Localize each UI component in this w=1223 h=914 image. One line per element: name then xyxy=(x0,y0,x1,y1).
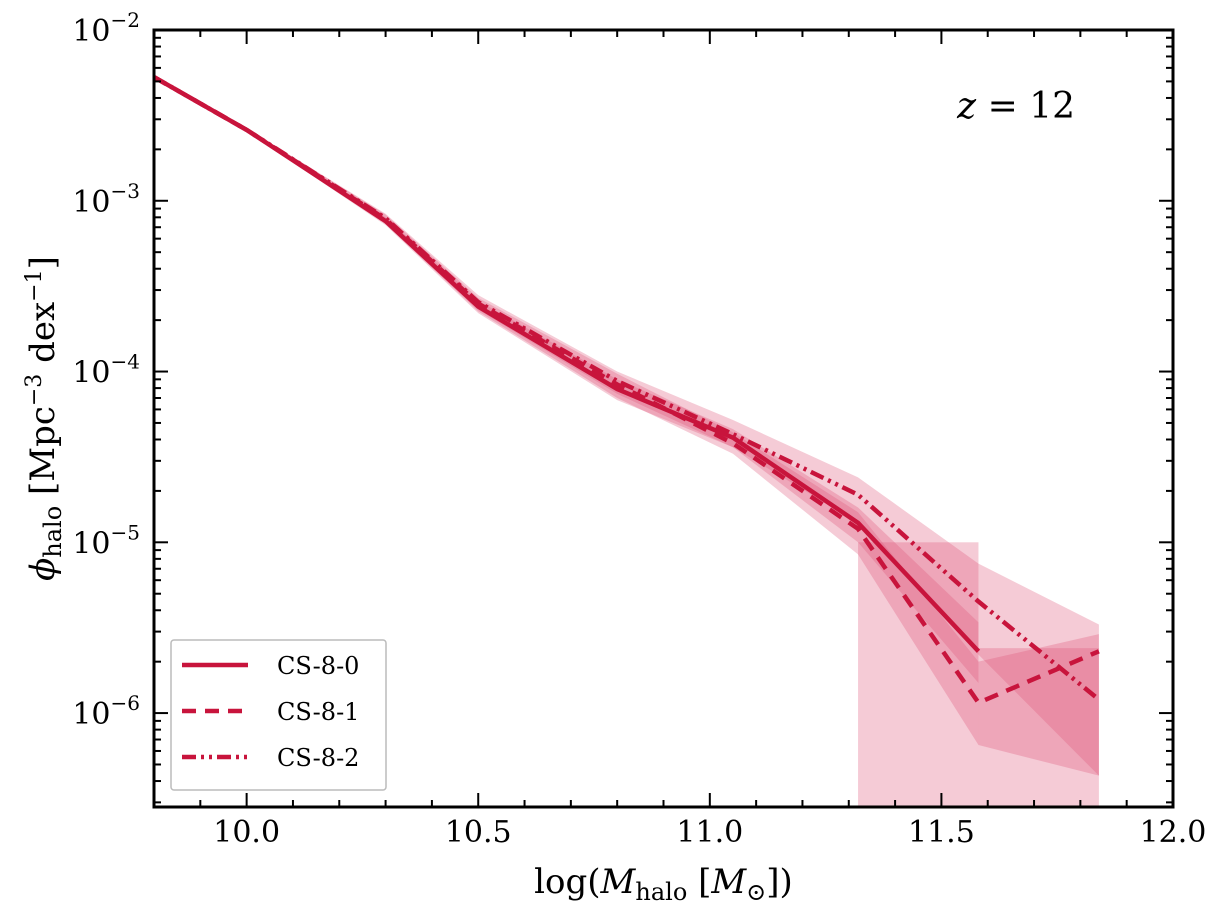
y-tick-label: 10−5 xyxy=(72,520,140,561)
y-tick-exponent: −3 xyxy=(111,179,140,203)
x-label-part: log( xyxy=(534,862,600,902)
plot-frame xyxy=(152,28,1175,809)
y-label-part: ϕ xyxy=(23,558,63,581)
y-tick-label: 10−3 xyxy=(72,179,140,220)
band-0 xyxy=(154,75,979,684)
series-line-cs-8-2 xyxy=(152,75,1101,702)
x-label-part: ]) xyxy=(766,862,793,902)
legend-label-cs-8-0: CS-8-0 xyxy=(277,652,359,680)
y-tick-exponent: −4 xyxy=(111,350,140,374)
redshift-variable: z xyxy=(956,86,977,127)
y-label-part: dex xyxy=(23,302,63,374)
y-tick-exponent: −2 xyxy=(111,8,140,32)
redshift-value: = 12 xyxy=(976,86,1075,127)
x-label-part: ⊙ xyxy=(746,878,766,906)
x-tick-label: 11.0 xyxy=(676,815,743,850)
y-tick-base: 10 xyxy=(72,697,110,732)
x-tick-label: 11.5 xyxy=(908,815,975,850)
x-tick-label: 10.5 xyxy=(445,815,512,850)
y-axis-label: ϕhalo [Mpc−3 dex−1] xyxy=(22,256,67,581)
x-tick-label: 12.0 xyxy=(1140,815,1207,850)
y-tick-label: 10−4 xyxy=(72,350,140,391)
x-label-part: M xyxy=(600,862,637,902)
y-tick-exponent: −6 xyxy=(111,691,140,715)
y-tick-base: 10 xyxy=(72,356,110,391)
legend: CS-8-0 CS-8-1 CS-8-2 xyxy=(170,639,387,791)
x-label-part: M xyxy=(710,862,747,902)
y-tick-label: 10−2 xyxy=(72,8,140,49)
band-to-zero-1 xyxy=(978,648,1099,807)
x-label-part: [ xyxy=(687,862,711,902)
y-tick-base: 10 xyxy=(72,14,110,49)
x-label-part: halo xyxy=(635,878,687,906)
band-1 xyxy=(154,75,1099,776)
redshift-annotation: z = 12 xyxy=(956,86,1075,127)
y-tick-base: 10 xyxy=(72,526,110,561)
legend-label-cs-8-2: CS-8-2 xyxy=(277,744,359,772)
y-label-part: −3 xyxy=(22,374,47,406)
x-axis-label: log(Mhalo [M⊙]) xyxy=(534,862,793,906)
y-label-part: ] xyxy=(23,256,63,269)
series-lines xyxy=(152,75,1101,705)
y-tick-label: 10−6 xyxy=(72,691,140,732)
x-tick-labels: 10.0 10.5 11.0 11.5 12.0 xyxy=(213,815,1206,850)
y-tick-labels: 10−610−510−410−310−2 xyxy=(72,8,140,732)
y-tick-exponent: −5 xyxy=(111,520,140,544)
x-tick-label: 10.0 xyxy=(213,815,280,850)
y-label-part: halo xyxy=(39,506,67,558)
y-label-part: [Mpc xyxy=(23,406,63,506)
legend-label-cs-8-1: CS-8-1 xyxy=(277,698,359,726)
y-label-part: −1 xyxy=(22,269,47,301)
y-tick-base: 10 xyxy=(72,185,110,220)
legend-box xyxy=(170,639,387,791)
